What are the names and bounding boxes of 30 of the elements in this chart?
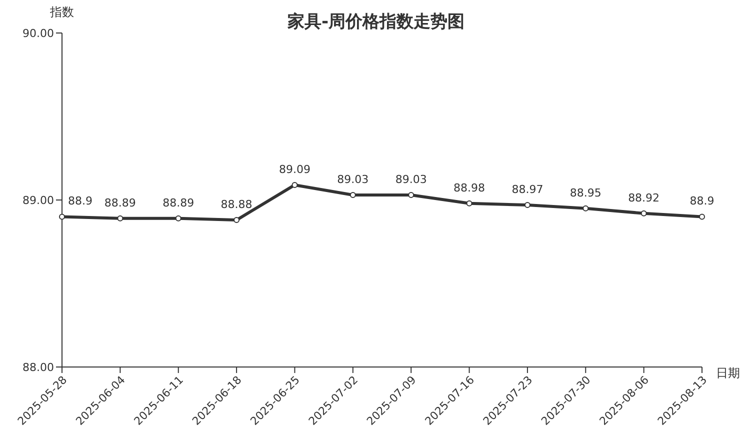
data-label: 89.03 (337, 172, 369, 186)
data-label: 88.89 (104, 196, 136, 210)
point (699, 214, 705, 220)
point (408, 192, 414, 198)
point (350, 192, 356, 198)
data-label: 88.98 (454, 181, 486, 194)
data-label: 89.03 (395, 172, 427, 186)
point (640, 210, 647, 216)
data-label: 89.09 (278, 162, 310, 176)
y-axis-title: 指数 (50, 4, 74, 21)
x-axis-title: 日期 (716, 365, 740, 382)
data-label: 88.97 (512, 183, 544, 196)
y-tick-label: 89.00 (22, 194, 54, 207)
point (117, 215, 124, 222)
point (466, 200, 472, 206)
point (292, 182, 298, 188)
data-label: 88.92 (628, 191, 660, 204)
data-label: 88.89 (162, 196, 194, 210)
point (582, 205, 589, 212)
y-tick-label: 90.00 (22, 26, 54, 40)
y-tick-label: 88.00 (22, 360, 54, 374)
data-label: 88.95 (570, 186, 602, 200)
data-label: 88.9 (690, 194, 714, 208)
data-label: 88.9 (68, 194, 92, 208)
point (175, 215, 182, 222)
data-label: 88.88 (220, 198, 252, 212)
point (234, 217, 240, 224)
point (59, 214, 65, 220)
point (524, 202, 530, 208)
chart-title: 家具-周价格指数走势图 (287, 12, 465, 32)
